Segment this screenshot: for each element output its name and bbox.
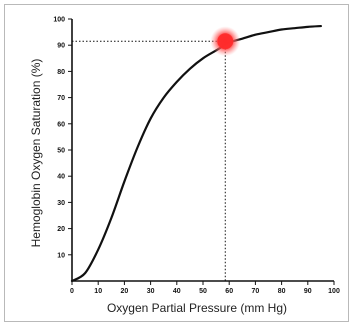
y-tick-label: 90 (57, 43, 65, 50)
x-tick-label: 10 (94, 288, 102, 295)
y-tick-label: 70 (57, 95, 65, 102)
y-axis-title: Hemoglobin Oxygen Saturation (%) (29, 59, 43, 248)
x-tick-label: 20 (121, 288, 129, 295)
y-tick-label: 40 (57, 174, 65, 181)
x-tick-label: 40 (173, 288, 181, 295)
x-tick-label: 50 (199, 288, 207, 295)
x-tick-label: 100 (328, 288, 340, 295)
x-tick-label: 70 (252, 288, 260, 295)
y-tick-label: 10 (57, 252, 65, 259)
y-tick-label: 60 (57, 121, 65, 128)
chart-frame (4, 4, 349, 322)
y-tick-label: 100 (53, 17, 65, 24)
y-tick-label: 20 (57, 226, 65, 233)
y-tick-label: 80 (57, 69, 65, 76)
y-tick-label: 30 (57, 200, 65, 207)
x-tick-label: 0 (70, 288, 74, 295)
x-tick-label: 60 (225, 288, 233, 295)
x-axis-title: Oxygen Partial Pressure (mm Hg) (107, 301, 287, 315)
highlight-point (217, 33, 234, 50)
x-tick-label: 90 (304, 288, 312, 295)
x-tick-label: 80 (278, 288, 286, 295)
saturation-curve (70, 24, 322, 283)
y-tick-label: 50 (57, 148, 65, 155)
x-tick-label: 30 (147, 288, 155, 295)
